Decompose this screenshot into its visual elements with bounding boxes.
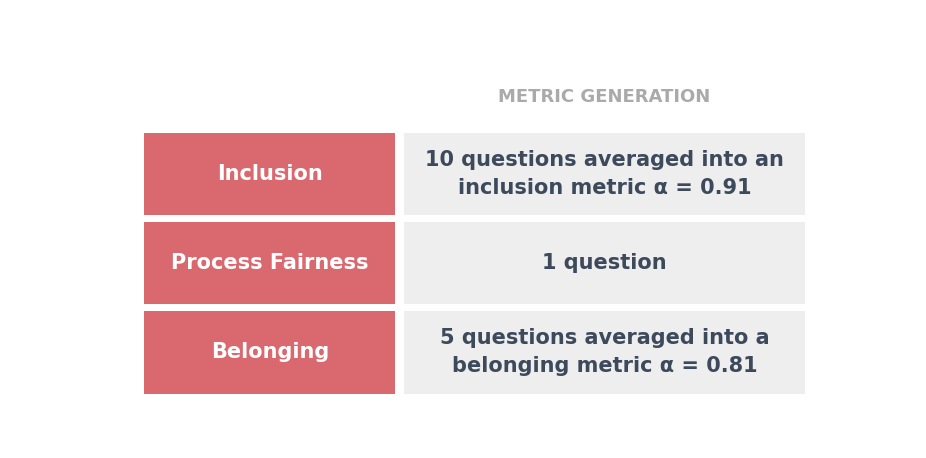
FancyBboxPatch shape: [144, 311, 395, 393]
Text: METRIC GENERATION: METRIC GENERATION: [498, 88, 710, 106]
FancyBboxPatch shape: [404, 311, 805, 393]
FancyBboxPatch shape: [144, 132, 395, 215]
FancyBboxPatch shape: [404, 132, 805, 215]
Text: Inclusion: Inclusion: [217, 164, 323, 184]
Text: 5 questions averaged into a
belonging metric α = 0.81: 5 questions averaged into a belonging me…: [440, 328, 770, 376]
FancyBboxPatch shape: [404, 222, 805, 305]
Text: Process Fairness: Process Fairness: [171, 253, 369, 273]
Text: 10 questions averaged into an
inclusion metric α = 0.91: 10 questions averaged into an inclusion …: [425, 150, 783, 198]
Text: Belonging: Belonging: [211, 342, 329, 362]
FancyBboxPatch shape: [144, 222, 395, 305]
Text: 1 question: 1 question: [542, 253, 667, 273]
